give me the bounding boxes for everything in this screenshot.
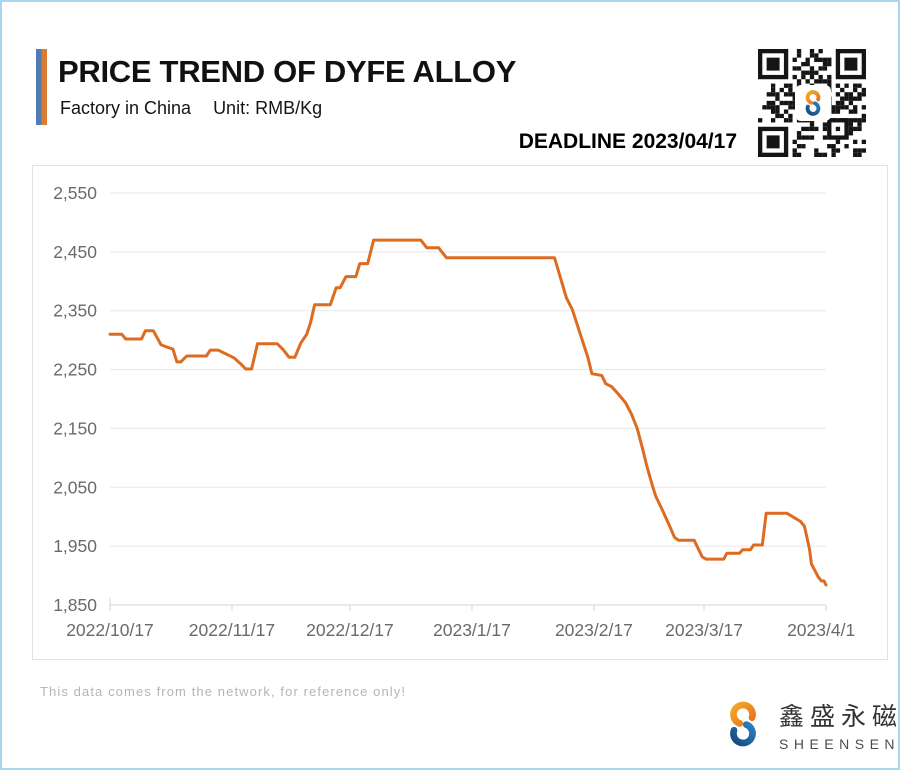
y-axis-label: 1,850	[53, 595, 97, 615]
y-axis-label: 2,150	[53, 418, 97, 438]
subtitle-unit: Unit: RMB/Kg	[213, 98, 323, 118]
x-axis-label: 2023/3/17	[665, 620, 743, 640]
x-axis-labels: 2022/10/17 2022/11/17 2022/12/17 2023/1/17 2…	[66, 620, 865, 640]
y-axis-label: 1,950	[53, 536, 97, 556]
s-logo-icon	[730, 701, 756, 747]
page-title: PRICE TREND OF DYFE ALLOY	[58, 54, 517, 89]
title-accent-bar	[36, 49, 47, 125]
y-axis-label: 2,250	[53, 360, 97, 380]
y-axis-label: 2,350	[53, 301, 97, 321]
chart-subtitle: Factory in China Unit: RMB/Kg	[60, 98, 322, 119]
qr-pattern	[758, 49, 866, 157]
y-axis-label: 2,050	[53, 477, 97, 497]
y-axis-label: 2,550	[53, 183, 97, 203]
x-axis-label: 2023/4/17	[787, 620, 865, 640]
subtitle-factory: Factory in China	[60, 98, 192, 118]
logo-name-cn: 鑫盛永磁	[779, 702, 900, 731]
x-axis-label: 2022/12/17	[306, 620, 394, 640]
x-axis-label: 2023/2/17	[555, 620, 633, 640]
s-logo-icon	[805, 90, 821, 116]
deadline-label: DEADLINE 2023/04/17	[518, 130, 737, 153]
company-logo: 鑫盛永磁 SHEENSEN	[715, 696, 900, 752]
y-axis-label: 2,450	[53, 242, 97, 262]
qr-center-s-icon	[797, 87, 829, 119]
footer-disclaimer: This data comes from the network, for re…	[40, 684, 407, 699]
x-axis-label: 2022/11/17	[189, 620, 275, 640]
logo-s-icon	[715, 696, 771, 752]
logo-name-en: SHEENSEN	[779, 735, 900, 752]
qr-code	[758, 49, 866, 157]
x-axis-label: 2022/10/17	[66, 620, 154, 640]
price-line	[108, 238, 828, 587]
chart-card: 1,850 1,950 2,050 2,150 2,250 2,350 2,450 2,550…	[32, 165, 888, 660]
price-trend-chart: 1,850 1,950 2,050 2,150 2,250 2,350 2,450 2,550…	[53, 183, 865, 640]
x-axis-label: 2023/1/17	[433, 620, 511, 640]
